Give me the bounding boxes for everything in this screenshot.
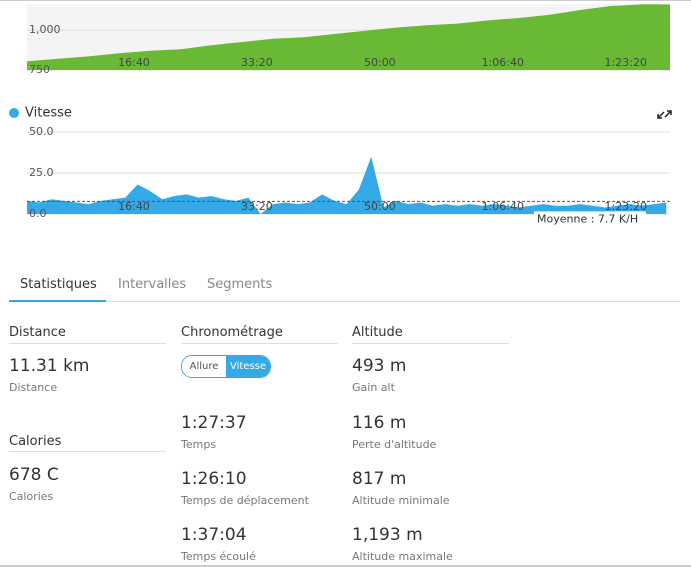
section-rule — [352, 343, 509, 344]
x-tick-label: 33:20 — [241, 56, 273, 69]
stat-label: Calories — [9, 490, 54, 503]
stat-label: Altitude minimale — [352, 494, 450, 507]
expand-icon[interactable] — [657, 110, 672, 119]
legend-label: Vitesse — [25, 106, 72, 121]
stat-value: 1:37:04 — [181, 525, 247, 545]
toggle-option[interactable]: Allure — [182, 356, 226, 377]
tab[interactable]: Statistiques — [20, 277, 97, 292]
section-rule — [9, 343, 166, 344]
tab[interactable]: Intervalles — [118, 277, 187, 292]
x-tick-label: 1:06:40 — [482, 56, 524, 69]
bottom-border — [0, 565, 691, 567]
stat-value: 678 C — [9, 465, 59, 485]
stat-value: 1:27:37 — [181, 413, 247, 433]
y-tick-label: 0.0 — [29, 207, 47, 220]
section-rule — [181, 343, 338, 344]
stat-value: 1:26:10 — [181, 469, 247, 489]
x-tick-label: 1:23:20 — [605, 56, 647, 69]
average-label-bg — [534, 211, 646, 226]
stat-label: Altitude maximale — [352, 550, 453, 563]
x-tick-label: 33:20 — [241, 200, 273, 213]
stat-label: Temps de déplacement — [181, 494, 309, 507]
average-label: Moyenne : 7.7 K/H — [537, 212, 638, 225]
x-tick-label: 1:06:40 — [482, 200, 524, 213]
x-tick-label: 50:00 — [364, 200, 396, 213]
x-tick-label: 16:40 — [118, 56, 150, 69]
stat-label: Gain alt — [352, 381, 395, 394]
x-tick-label: 1:23:20 — [605, 200, 647, 213]
stat-label: Perte d'altitude — [352, 438, 437, 451]
stat-label: Distance — [9, 381, 58, 394]
y-tick-label: 750 — [29, 63, 50, 76]
stat-value: 817 m — [352, 469, 407, 489]
section-title: Altitude — [352, 325, 403, 340]
section-title: Chronométrage — [181, 325, 283, 340]
legend-dot — [9, 108, 19, 118]
section-rule — [9, 451, 166, 452]
expand-arrows[interactable] — [657, 110, 672, 119]
stat-value: 493 m — [352, 356, 407, 376]
y-tick-label: 1,000 — [29, 23, 61, 36]
area — [27, 4, 670, 70]
stat-value: 1,193 m — [352, 525, 423, 545]
y-tick-label: 50.0 — [29, 125, 54, 138]
x-tick-label: 16:40 — [118, 200, 150, 213]
stat-label: Temps — [181, 438, 217, 451]
top-border — [0, 0, 691, 1]
toggle-option[interactable]: Vitesse — [226, 356, 270, 377]
section-title: Calories — [9, 434, 62, 449]
unit-toggle[interactable]: Allure Vitesse — [181, 355, 271, 378]
x-tick-label: 50:00 — [364, 56, 396, 69]
area — [27, 156, 667, 214]
section-title: Distance — [9, 325, 66, 340]
tab[interactable]: Segments — [207, 277, 273, 292]
active-tab-underline — [9, 300, 106, 302]
stat-label: Temps écoulé — [181, 550, 256, 563]
stat-value: 11.31 km — [9, 356, 90, 376]
tab-rule — [9, 301, 680, 302]
stat-value: 116 m — [352, 413, 407, 433]
y-tick-label: 25.0 — [29, 166, 54, 179]
